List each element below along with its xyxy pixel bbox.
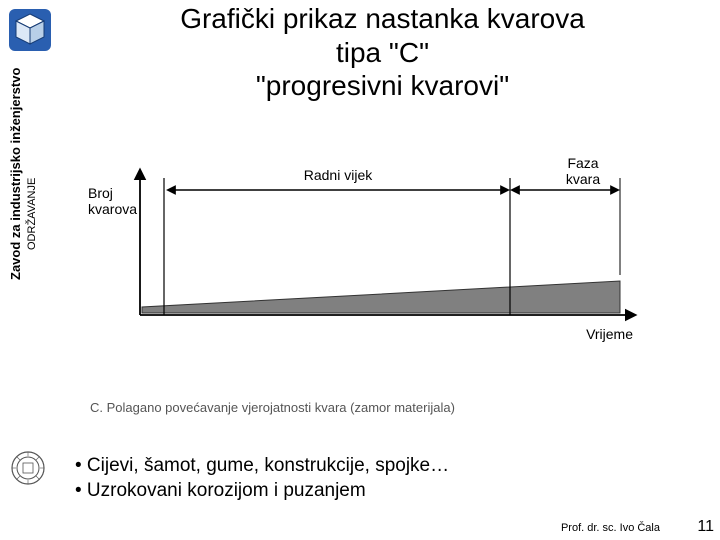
sidebar-label-dept: Zavod za industrijsko inženjerstvo [8, 68, 23, 280]
svg-text:Radni vijek: Radni vijek [304, 167, 373, 183]
title-line: tipa "C" [55, 36, 710, 70]
page-number: 11 [697, 518, 714, 536]
svg-text:Faza: Faza [567, 155, 598, 171]
bullet-list: • Cijevi, šamot, gume, konstrukcije, spo… [75, 453, 449, 504]
bullet-item: • Cijevi, šamot, gume, konstrukcije, spo… [75, 453, 449, 479]
svg-text:Broj: Broj [88, 185, 113, 201]
svg-text:Vrijeme: Vrijeme [586, 326, 633, 342]
chart-caption: C. Polagano povećavanje vjerojatnosti kv… [90, 400, 455, 415]
author-label: Prof. dr. sc. Ivo Čala [561, 522, 660, 534]
title-line: Grafički prikaz nastanka kvarova [55, 2, 710, 36]
seal-logo [10, 450, 46, 486]
sidebar-label-course: ODRŽAVANJE [26, 178, 38, 250]
failure-chart: Brojkvarova Radni vijek Fazakvara Vrijeme [80, 150, 680, 370]
svg-text:kvara: kvara [566, 171, 600, 187]
title-line: "progresivni kvarovi" [55, 69, 710, 103]
institution-logo [8, 8, 52, 52]
svg-text:kvarova: kvarova [88, 201, 137, 217]
bullet-item: • Uzrokovani korozijom i puzanjem [75, 478, 449, 504]
slide-title: Grafički prikaz nastanka kvarova tipa "C… [55, 2, 710, 103]
